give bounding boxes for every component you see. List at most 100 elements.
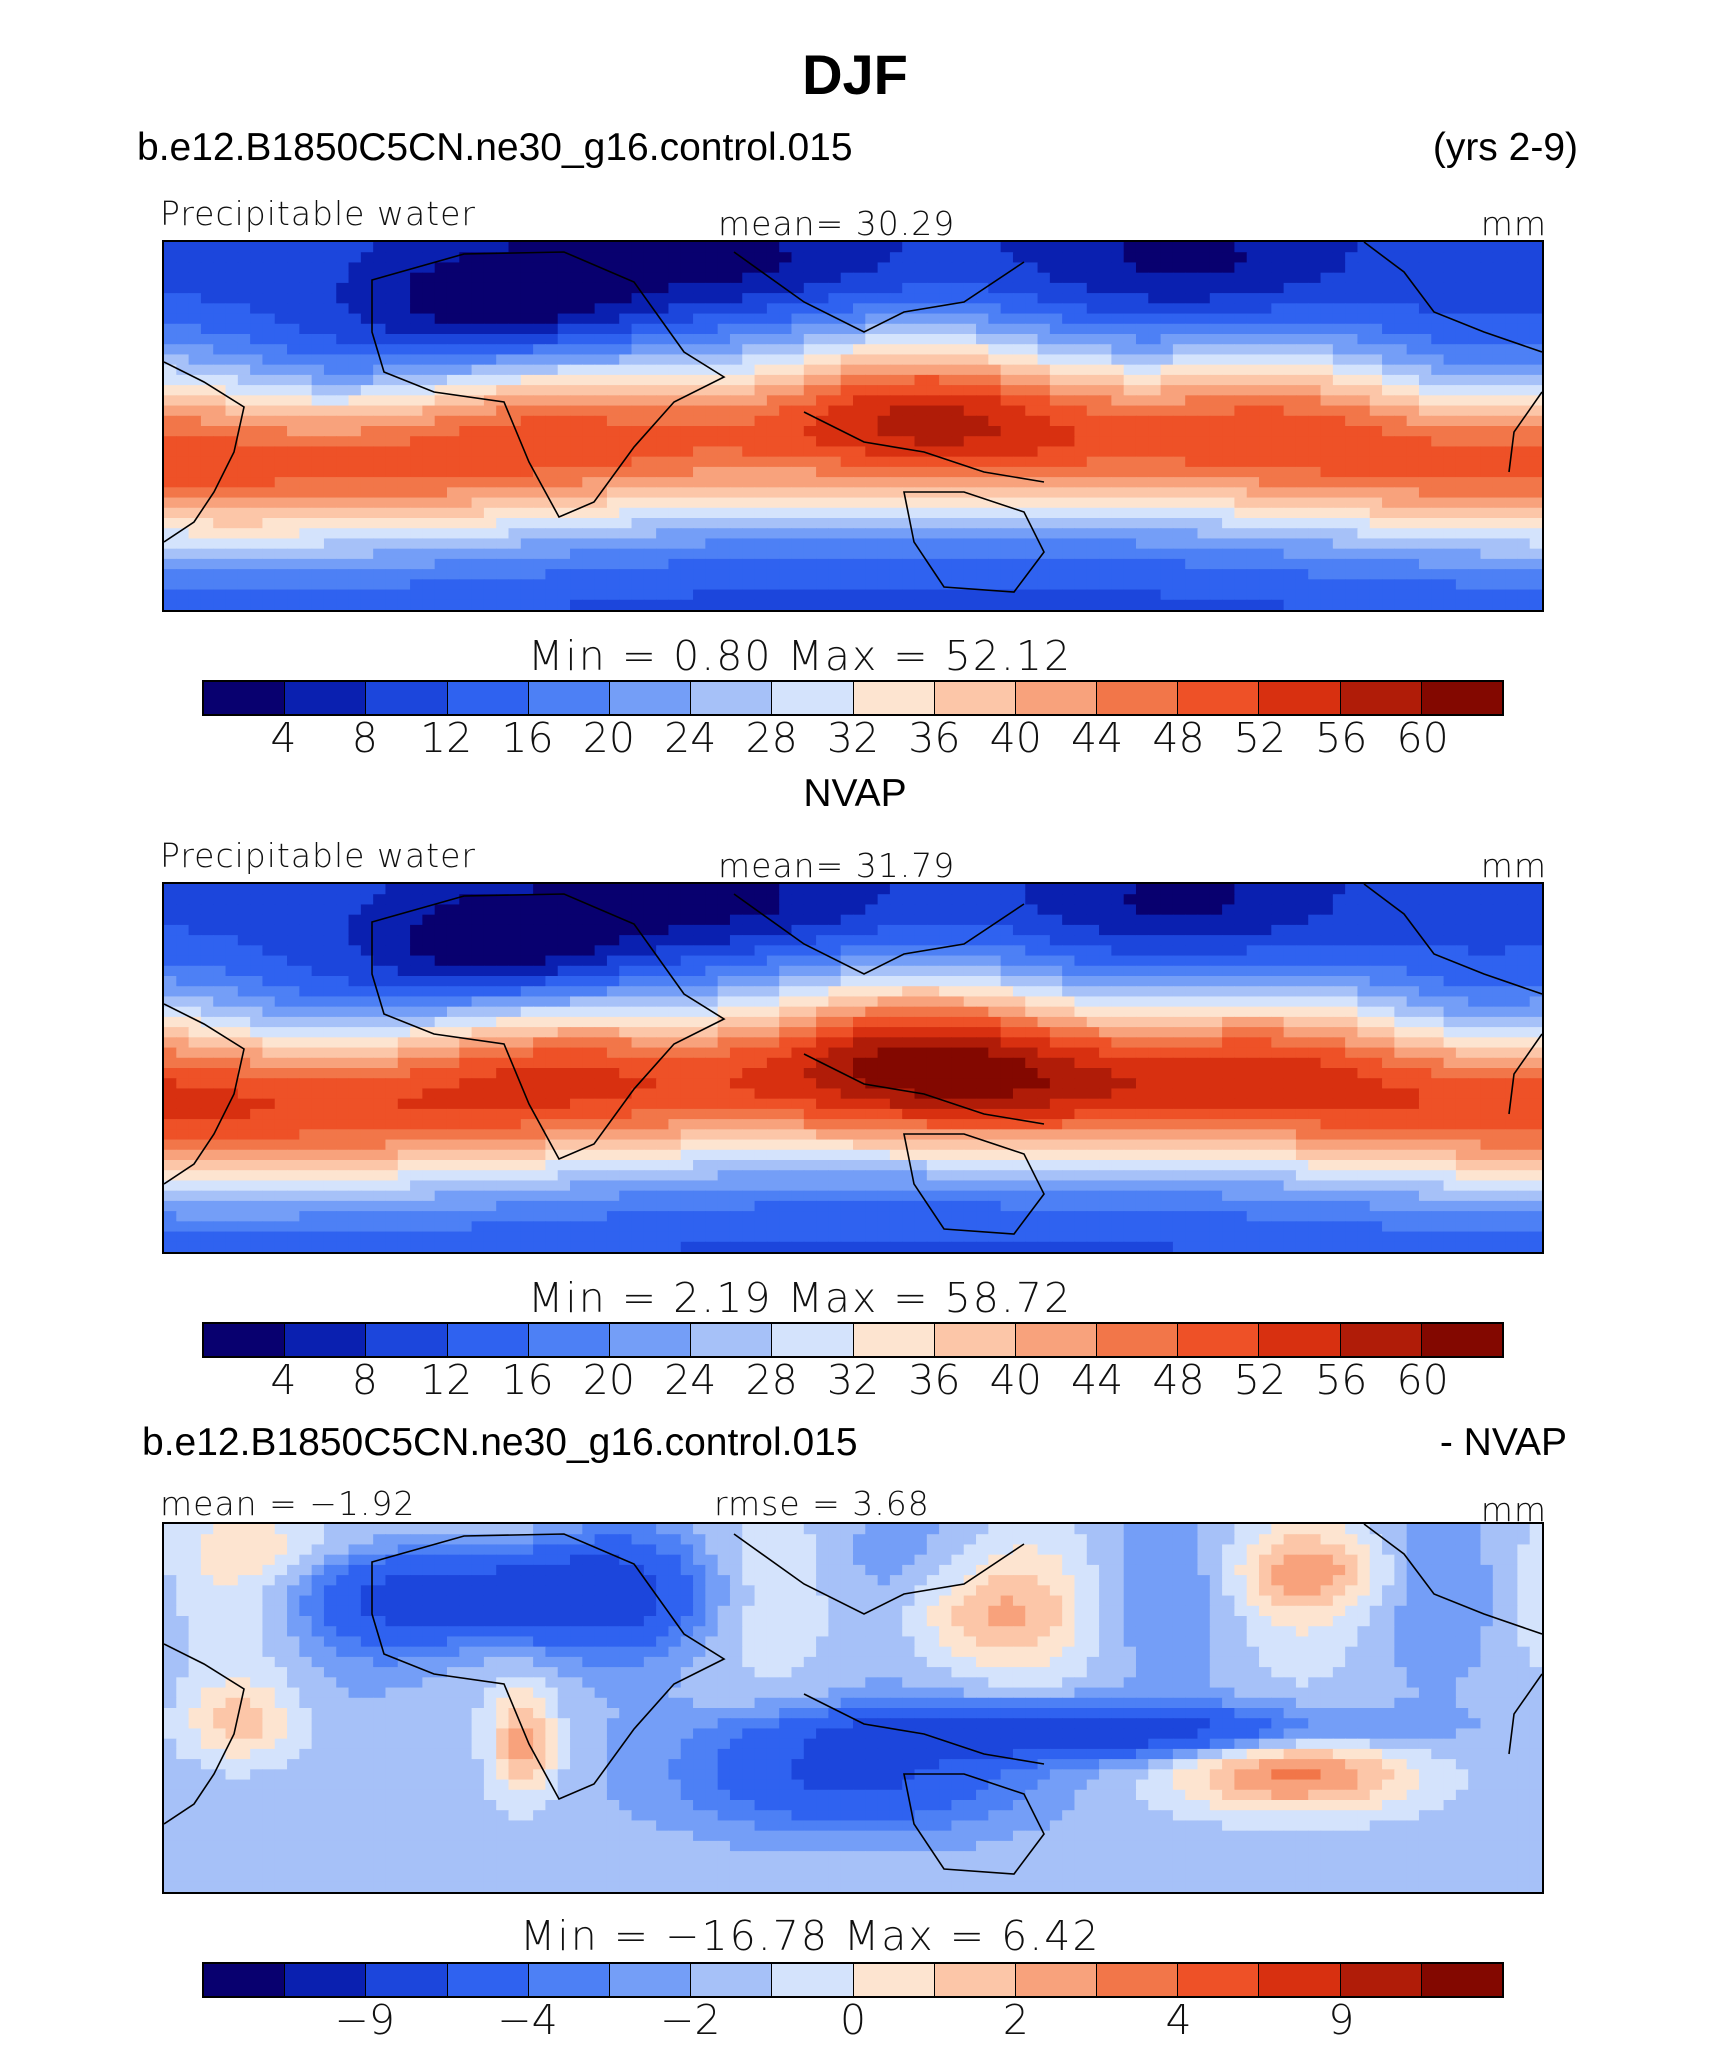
field-cell <box>360 538 374 550</box>
field-cell <box>164 589 177 601</box>
field-cell <box>1135 945 1149 957</box>
field-cell <box>1443 518 1457 529</box>
field-cell <box>323 466 337 478</box>
field-cell <box>237 272 251 284</box>
field-cell <box>976 323 989 335</box>
field-cell <box>1271 313 1285 325</box>
field-cell <box>705 935 719 946</box>
field-cell <box>483 528 497 540</box>
field-cell <box>385 487 399 499</box>
field-cell <box>373 344 387 356</box>
field-cell <box>803 436 817 448</box>
field-cell <box>1049 477 1063 488</box>
field-cell <box>1308 894 1322 906</box>
panel2-variable-label: Precipitable water <box>160 836 476 875</box>
field-cell <box>1468 548 1482 560</box>
field-cell <box>853 282 866 294</box>
field-cell <box>1135 303 1149 315</box>
field-cell <box>1271 599 1285 610</box>
field-cell <box>348 477 362 488</box>
field-cell <box>1185 242 1199 253</box>
field-cell <box>803 426 817 437</box>
field-cell <box>1185 446 1199 458</box>
field-cell <box>1049 914 1063 926</box>
field-cell <box>1111 405 1125 417</box>
field-cell <box>1468 884 1482 895</box>
field-cell <box>1492 415 1506 427</box>
field-cell <box>1123 282 1137 294</box>
field-cell <box>250 965 264 977</box>
field-cell <box>373 313 387 325</box>
field-cell <box>496 487 510 499</box>
field-cell <box>1160 436 1174 448</box>
field-cell <box>1332 405 1346 417</box>
field-cell <box>582 487 596 499</box>
field-cell <box>348 538 362 550</box>
field-cell <box>520 589 534 601</box>
field-cell <box>914 914 928 926</box>
field-cell <box>828 558 842 570</box>
field-cell <box>213 589 227 601</box>
field-cell <box>1308 569 1322 580</box>
field-cell <box>779 272 793 284</box>
field-cell <box>237 487 251 499</box>
field-cell <box>705 456 719 468</box>
field-cell <box>693 344 706 356</box>
field-cell <box>1025 456 1039 468</box>
field-cell <box>1135 558 1149 570</box>
field-cell <box>939 456 953 468</box>
field-cell <box>508 518 522 529</box>
field-cell <box>1320 334 1334 345</box>
field-cell <box>164 436 177 448</box>
field-cell <box>643 405 657 417</box>
field-cell <box>262 242 276 253</box>
field-cell <box>1492 477 1506 488</box>
field-cell <box>360 374 374 386</box>
field-cell <box>287 507 300 519</box>
field-cell <box>717 272 731 284</box>
field-cell <box>1332 579 1346 591</box>
colorbar-box <box>609 682 692 714</box>
field-cell <box>656 272 670 284</box>
field-cell <box>164 405 177 417</box>
field-cell <box>828 955 842 967</box>
field-cell <box>471 487 485 499</box>
field-cell <box>446 334 460 345</box>
field-cell <box>939 528 953 540</box>
field-cell <box>483 446 497 458</box>
field-cell <box>385 518 399 529</box>
field-cell <box>446 313 460 325</box>
field-cell <box>287 313 300 325</box>
field-cell <box>1111 426 1125 437</box>
field-cell <box>1209 395 1223 407</box>
field-cell <box>520 364 534 376</box>
field-cell <box>188 589 202 601</box>
field-cell <box>963 456 977 468</box>
field-cell <box>1246 589 1260 601</box>
field-cell <box>385 252 399 264</box>
field-cell <box>434 313 448 325</box>
field-cell <box>1394 242 1408 253</box>
field-cell <box>422 456 436 468</box>
field-cell <box>508 558 522 570</box>
field-cell <box>729 242 743 253</box>
field-cell <box>914 323 928 335</box>
field-cell <box>1234 374 1248 386</box>
field-cell <box>1468 894 1482 906</box>
field-cell <box>1074 364 1088 376</box>
field-cell <box>1074 935 1088 946</box>
field-cell <box>1505 262 1518 274</box>
field-cell <box>1049 466 1063 478</box>
field-cell <box>459 466 473 478</box>
field-cell <box>508 894 522 906</box>
field-cell <box>988 344 1002 356</box>
field-cell <box>889 262 903 274</box>
field-cell <box>1369 272 1383 284</box>
field-cell <box>1369 528 1383 540</box>
field-cell <box>1111 456 1125 468</box>
field-cell <box>889 436 903 448</box>
field-cell <box>1308 426 1322 437</box>
field-cell <box>1074 477 1088 488</box>
field-cell <box>1505 303 1518 315</box>
field-cell <box>631 894 645 906</box>
